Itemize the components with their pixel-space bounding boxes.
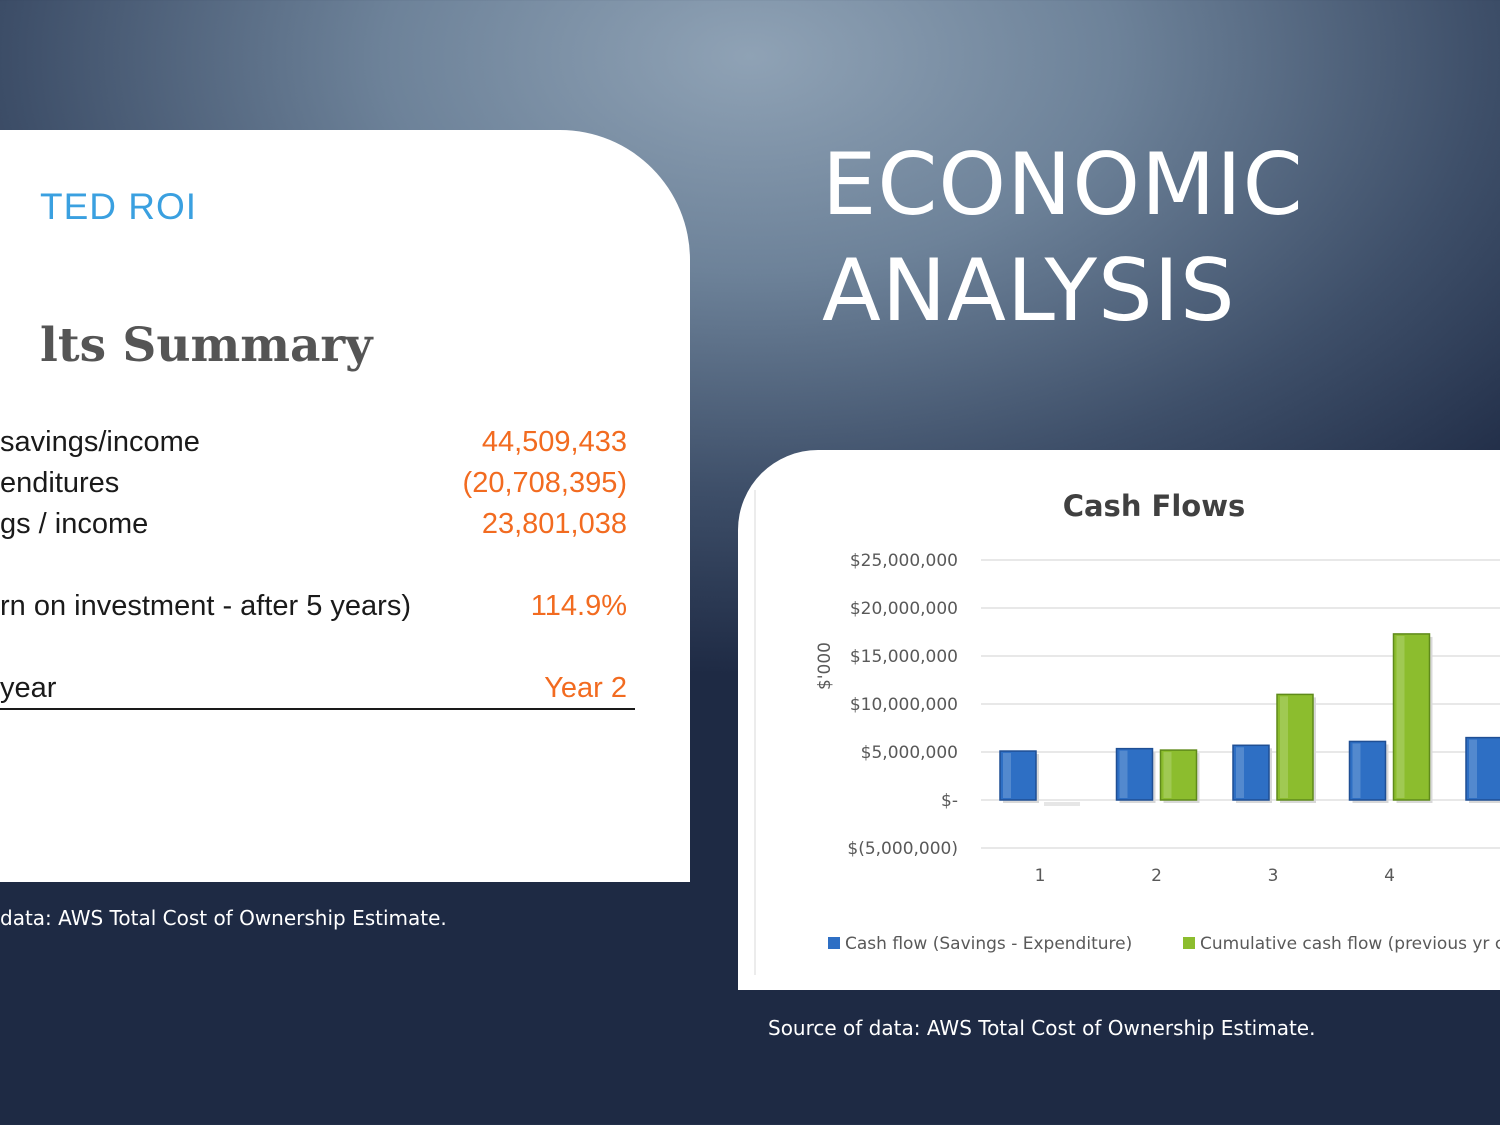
bar-cash-flow — [1348, 740, 1387, 801]
y-tick-label: $(5,000,000) — [847, 839, 958, 859]
summary-row-value: 23,801,038 — [481, 508, 627, 540]
y-tick-label: $25,000,000 — [850, 551, 958, 571]
summary-row-value: (20,708,395) — [462, 467, 627, 499]
results-summary-heading: lts Summary — [40, 318, 373, 373]
bar-shadow — [1044, 802, 1080, 806]
y-tick-label: $- — [941, 791, 958, 811]
y-tick-label: $10,000,000 — [850, 695, 958, 715]
bar-cumulative-cash-flow — [1159, 749, 1198, 801]
y-tick-label: $15,000,000 — [850, 647, 958, 667]
summary-row-value: 114.9% — [530, 590, 627, 622]
summary-row-label: rn on investment - after 5 years) — [0, 590, 411, 622]
bar-highlight — [1119, 750, 1128, 798]
bar-cash-flow — [999, 750, 1037, 801]
slide-title-line-1: ECONOMIC — [822, 135, 1304, 235]
bar-highlight — [1163, 752, 1172, 798]
summary-row-value: 44,509,433 — [481, 426, 627, 458]
summary-row-label: gs / income — [0, 508, 149, 540]
summary-divider — [0, 708, 635, 710]
roi-heading: TED ROI — [40, 186, 198, 227]
legend-label: Cumulative cash flow (previous yr c — [1200, 934, 1500, 954]
x-tick-label: 1 — [1035, 866, 1046, 886]
x-tick-label: 3 — [1268, 866, 1279, 886]
summary-row-label: enditures — [0, 467, 120, 499]
source-caption-right: Source of data: AWS Total Cost of Owners… — [768, 1016, 1316, 1040]
bar-highlight — [1469, 739, 1477, 798]
legend-label: Cash flow (Savings - Expenditure) — [845, 934, 1132, 954]
bar-highlight — [1396, 635, 1405, 798]
slide-title-line-2: ANALYSIS — [822, 241, 1236, 341]
legend-swatch — [828, 937, 840, 949]
chart-y-axis-label: $'000 — [815, 642, 835, 690]
bar-cumulative-cash-flow — [1276, 693, 1314, 801]
y-tick-label: $5,000,000 — [861, 743, 958, 763]
cash-flows-chart: Cash Flows $'000 $25,000,000 $20,000,000 $… — [754, 489, 1500, 975]
summary-row-label: year — [0, 672, 57, 704]
chart-title: Cash Flows — [1063, 489, 1246, 523]
slide-title: ECONOMIC ANALYSIS — [822, 132, 1304, 344]
bar-highlight — [1280, 696, 1288, 798]
legend-swatch — [1183, 937, 1195, 949]
bar-cash-flow — [1115, 747, 1154, 801]
bar-cumulative-cash-flow — [1392, 633, 1431, 801]
cash-flows-chart-card: Cash Flows $'000 $25,000,000 $20,000,000 $… — [738, 450, 1500, 990]
bar-cash-flow — [1465, 736, 1500, 801]
summary-row-label: savings/income — [0, 426, 200, 458]
x-tick-label: 4 — [1384, 866, 1395, 886]
y-tick-label: $20,000,000 — [850, 599, 958, 619]
bar-highlight — [1352, 743, 1361, 798]
x-tick-label: 2 — [1151, 866, 1162, 886]
bar-cash-flow — [1232, 744, 1270, 801]
summary-table: savings/income 44,509,433 enditures (20,… — [0, 0, 627, 1125]
summary-row-value: Year 2 — [544, 672, 627, 704]
source-caption-left: data: AWS Total Cost of Ownership Estima… — [0, 906, 447, 930]
roi-summary-card — [0, 130, 690, 882]
bar-highlight — [1236, 747, 1244, 798]
bar-highlight — [1003, 753, 1011, 798]
